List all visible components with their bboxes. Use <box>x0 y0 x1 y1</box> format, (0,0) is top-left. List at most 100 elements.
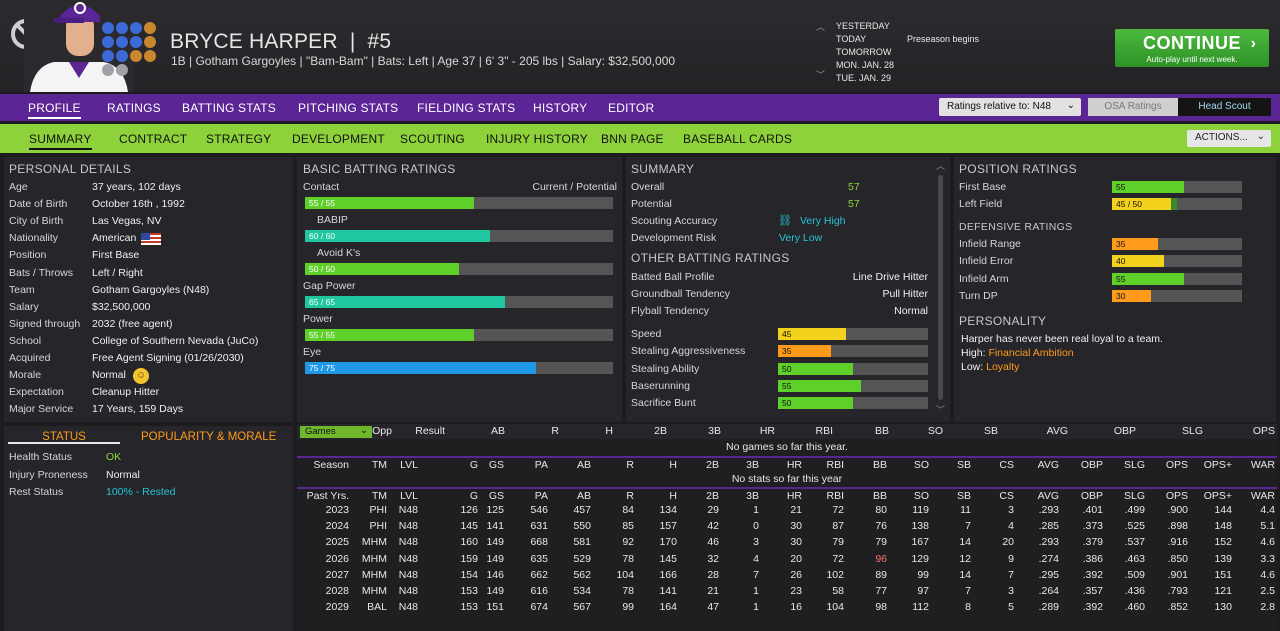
table-cell: 159 <box>460 552 478 565</box>
tab-strategy[interactable]: STRATEGY <box>206 132 272 146</box>
head-scout-toggle[interactable]: Head Scout <box>1178 98 1271 116</box>
tab-summary[interactable]: SUMMARY <box>29 132 92 150</box>
table-cell: 149 <box>486 536 504 549</box>
tab-contract[interactable]: CONTRACT <box>119 132 188 146</box>
position-bar: 30 <box>1112 289 1242 302</box>
table-cell: 4 <box>1008 520 1014 533</box>
tab-fielding-stats[interactable]: FIELDING STATS <box>417 101 516 115</box>
panel-title: BASIC BATTING RATINGS <box>303 162 456 176</box>
table-cell: 148 <box>1214 520 1232 533</box>
table-cell: 78 <box>622 552 634 565</box>
table-cell: 47 <box>707 601 719 614</box>
calendar-day[interactable]: MON. JAN. 28 <box>836 60 895 70</box>
tab-status[interactable]: STATUS <box>8 426 120 444</box>
table-cell: 72 <box>832 552 844 565</box>
chevron-up-icon[interactable]: ︿ <box>936 161 946 171</box>
calendar-day[interactable]: TUE. JAN. 29 <box>836 73 892 83</box>
table-cell: 0 <box>753 520 759 533</box>
column-header: SB <box>956 459 971 471</box>
running-label: Stealing Ability <box>631 362 700 375</box>
defensive-title: DEFENSIVE RATINGS <box>959 221 1073 233</box>
column-header: LVL <box>400 490 418 502</box>
table-cell: 2025 <box>325 536 349 549</box>
table-cell: 2028 <box>325 585 349 597</box>
tab-ratings[interactable]: RATINGS <box>107 101 161 115</box>
calendar-day[interactable]: TOMORROW <box>836 47 892 57</box>
rating-value: 55 / 55 <box>309 330 335 340</box>
table-cell: 1 <box>753 601 759 614</box>
running-label: Sacrifice Bunt <box>631 397 696 410</box>
osa-ratings-toggle[interactable]: OSA Ratings <box>1088 98 1178 116</box>
position-value: 45 / 50 <box>1116 199 1142 210</box>
column-header: HR <box>759 425 775 437</box>
table-cell: 550 <box>573 520 591 533</box>
calendar-day[interactable]: TODAY <box>836 34 867 44</box>
rating-bar: 55 / 55 <box>305 197 613 209</box>
detail-value: $32,500,000 <box>92 300 151 313</box>
column-header: BB <box>872 459 887 471</box>
detail-label: Position <box>9 249 47 262</box>
table-cell: MHM <box>361 568 387 581</box>
detail-value: Las Vegas, NV <box>92 215 162 228</box>
table-cell: .916 <box>1167 536 1188 549</box>
detail-value: American <box>92 232 137 245</box>
position-bar: 45 / 50 <box>1112 198 1242 211</box>
table-cell: 20 <box>1002 536 1014 549</box>
detail-value: Left / Right <box>92 266 143 279</box>
high-label: High: <box>961 347 986 359</box>
tab-pitching-stats[interactable]: PITCHING STATS <box>298 101 399 115</box>
scrollbar[interactable]: ︿ ﹀ <box>936 161 946 416</box>
running-bar: 50 <box>778 362 928 375</box>
summary-label: Overall <box>631 181 665 193</box>
chevron-down-icon[interactable]: ﹀ <box>936 405 946 415</box>
tab-injury-history[interactable]: INJURY HISTORY <box>486 132 588 146</box>
running-bar: 55 <box>778 379 928 392</box>
table-cell: .392 <box>1082 601 1103 614</box>
tab-history[interactable]: HISTORY <box>533 101 588 115</box>
table-cell: 7 <box>965 585 971 597</box>
rating-fill <box>305 197 475 209</box>
table-cell: 7 <box>753 568 759 581</box>
table-cell: 104 <box>826 601 844 614</box>
table-cell: 134 <box>659 504 677 516</box>
ratings-relative-select[interactable]: Ratings relative to: N48 ⌄ <box>939 98 1081 116</box>
tab-baseball-cards[interactable]: BASEBALL CARDS <box>683 132 793 146</box>
rating-bar: 60 / 60 <box>305 230 613 242</box>
detail-value: College of Southern Nevada (JuCo) <box>92 334 259 347</box>
summary-value: 57 <box>848 198 860 210</box>
column-header: RBI <box>826 490 844 502</box>
table-cell: .373 <box>1082 520 1103 533</box>
table-cell: 16 <box>790 601 802 614</box>
table-cell: 5.1 <box>1260 520 1275 533</box>
table-cell: 28 <box>707 568 719 581</box>
calendar-day[interactable]: YESTERDAY <box>836 21 890 31</box>
personality-low: Low: Loyalty <box>961 361 1019 373</box>
tab-editor[interactable]: EDITOR <box>608 101 655 115</box>
table-cell: MHM <box>361 585 387 597</box>
tab-profile[interactable]: PROFILE <box>28 101 81 119</box>
tab-popularity-morale[interactable]: POPULARITY & MORALE <box>141 431 277 443</box>
tab-development[interactable]: DEVELOPMENT <box>292 132 385 146</box>
table-cell: 23 <box>790 585 802 597</box>
games-select[interactable]: Games ⌄ <box>300 425 372 438</box>
continue-button[interactable]: CONTINUE Auto-play until next week. › <box>1115 29 1269 67</box>
table-cell: 11 <box>960 504 971 516</box>
chevron-up-icon[interactable]: ︿ <box>816 22 826 32</box>
scrollbar-thumb[interactable] <box>938 175 943 400</box>
detail-label: Signed through <box>9 317 81 330</box>
rating-bar: 55 / 55 <box>305 329 613 341</box>
table-cell: N48 <box>398 601 418 614</box>
actions-button[interactable]: ACTIONS... ⌄ <box>1187 130 1271 147</box>
tab-scouting[interactable]: SCOUTING <box>400 132 465 146</box>
tab-bnn-page[interactable]: BNN PAGE <box>601 132 664 146</box>
chevron-down-icon[interactable]: ﹀ <box>816 70 826 80</box>
table-cell: 160 <box>460 536 478 549</box>
status-label: Injury Proneness <box>9 468 88 481</box>
table-cell: MHM <box>361 552 387 565</box>
calendar-days[interactable]: YESTERDAY TODAY TOMORROW MON. JAN. 28 TU… <box>836 20 894 85</box>
table-cell: .289 <box>1038 601 1059 614</box>
chevron-down-icon: ⌄ <box>1066 100 1075 111</box>
column-header: OBP <box>1113 425 1136 437</box>
tab-batting-stats[interactable]: BATTING STATS <box>182 101 276 115</box>
running-fill <box>778 397 853 410</box>
